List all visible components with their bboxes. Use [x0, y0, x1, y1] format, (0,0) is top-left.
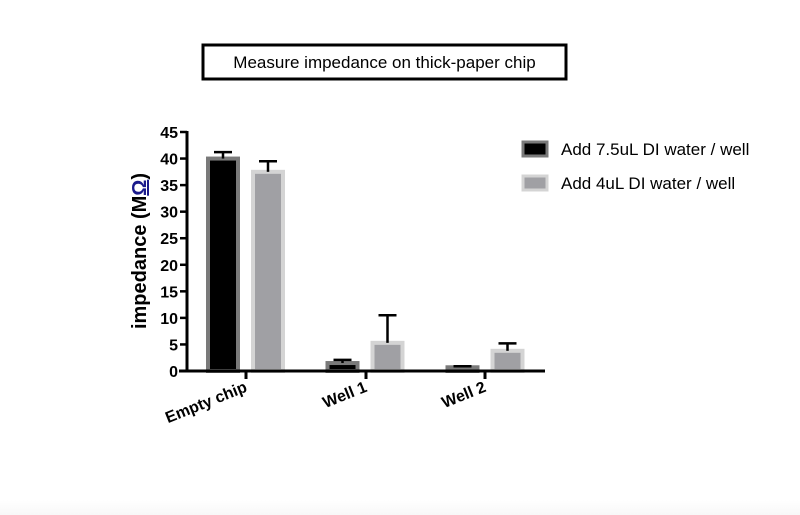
legend-label: Add 7.5uL DI water / well — [561, 140, 749, 159]
x-tick-label: Empty chip — [163, 379, 250, 427]
bar — [370, 313, 405, 373]
y-tick-label: 25 — [160, 231, 178, 248]
y-tick-label: 40 — [160, 152, 178, 169]
y-tick-label: 0 — [169, 364, 178, 381]
chart-title: Measure impedance on thick-paper chip — [233, 53, 535, 72]
y-tick-label: 10 — [160, 311, 178, 328]
y-tick-label: 30 — [160, 205, 178, 222]
bars — [206, 150, 525, 374]
title-box — [201, 43, 568, 81]
y-tick-label: 5 — [169, 337, 178, 354]
x-tick-label: Well 2 — [440, 379, 489, 412]
legend-label: Add 4uL DI water / well — [561, 174, 735, 193]
legend-item: Add 4uL DI water / well — [521, 174, 735, 193]
legend: Add 7.5uL DI water / well Add 4uL DI wate… — [521, 140, 749, 193]
y-tick-label: 20 — [160, 258, 178, 275]
y-tick-label: 15 — [160, 284, 178, 301]
bar — [251, 159, 285, 373]
bar — [206, 150, 240, 373]
footer-band — [0, 500, 800, 515]
y-tick-label: 35 — [160, 178, 178, 195]
y-axis-label: impedance (MΩ) — [129, 173, 151, 329]
y-axis: 0 5 10 15 20 25 30 35 40 45 — [160, 125, 189, 381]
x-tick-label: Well 1 — [321, 379, 370, 412]
bar — [325, 358, 360, 373]
bar — [490, 342, 525, 374]
y-tick-label: 45 — [160, 125, 178, 142]
x-axis: Empty chip Well 1 Well 2 — [163, 369, 545, 427]
legend-item: Add 7.5uL DI water / well — [521, 140, 749, 159]
